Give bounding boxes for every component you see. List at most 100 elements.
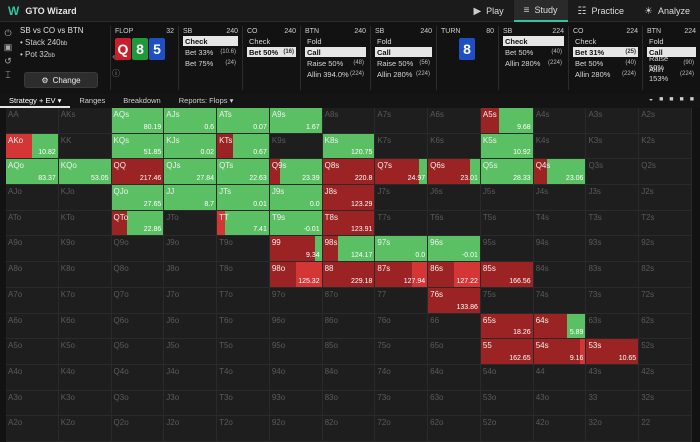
hand-cell[interactable]: A6s xyxy=(428,108,481,134)
hand-cell[interactable]: T7o xyxy=(217,287,270,314)
view-mode-icon[interactable]: ■ xyxy=(679,96,684,103)
nav-study[interactable]: ≡ Study xyxy=(513,0,568,22)
action-option[interactable]: Bet 50% (40) xyxy=(573,58,638,68)
hand-cell[interactable]: Q3s xyxy=(586,159,640,186)
hand-cell[interactable]: TT 7.41 xyxy=(217,210,270,237)
hand-cell[interactable]: 82s xyxy=(639,262,692,288)
hand-cell[interactable]: 52s xyxy=(639,339,692,365)
hand-cell[interactable]: 33 xyxy=(586,390,640,417)
hand-cell[interactable]: JTo xyxy=(164,210,218,237)
hand-cell[interactable]: Q5o xyxy=(111,339,165,365)
action-option[interactable]: Check xyxy=(183,36,238,46)
hand-cell[interactable]: J9o xyxy=(164,236,218,263)
hand-cell[interactable]: K4s xyxy=(533,133,587,160)
hand-cell[interactable]: 74s xyxy=(533,287,587,314)
hand-cell[interactable]: 54s 9.16 xyxy=(533,339,587,365)
hand-cell[interactable]: K2o xyxy=(58,416,112,442)
hand-cell[interactable]: 97s 0.0 xyxy=(375,236,429,263)
hand-cell[interactable]: Q9o xyxy=(111,236,165,263)
action-option[interactable]: Call xyxy=(305,47,366,57)
tab-3[interactable]: Reports: Flops ▾ xyxy=(178,96,234,105)
hand-cell[interactable]: JTs 0.01 xyxy=(217,185,270,211)
action-option[interactable]: Raise 50% (90) xyxy=(647,54,696,72)
tab-1[interactable]: Ranges xyxy=(79,96,106,105)
hand-cell[interactable]: 64o xyxy=(428,364,481,391)
action-option[interactable]: Fold xyxy=(647,36,696,46)
hand-cell[interactable]: 52o xyxy=(480,416,534,442)
hand-cell[interactable]: 53s 10.65 xyxy=(586,339,640,365)
hand-cell[interactable]: 92s xyxy=(639,236,692,263)
hand-cell[interactable]: J4s xyxy=(533,185,587,211)
history-icon[interactable]: ↺ xyxy=(4,56,12,66)
hand-cell[interactable]: 76s 133.86 xyxy=(428,287,481,314)
hand-cell[interactable]: A8s xyxy=(322,108,376,134)
tab-2[interactable]: Breakdown xyxy=(123,96,161,105)
view-mode-icon[interactable]: ◒ xyxy=(648,96,654,103)
hand-cell[interactable]: Q6s 23.01 xyxy=(428,159,481,186)
hand-cell[interactable]: Q2o xyxy=(111,416,165,442)
hand-cell[interactable]: Q4s 23.06 xyxy=(533,159,587,186)
hand-cell[interactable]: K5s 10.92 xyxy=(480,133,534,160)
hand-cell[interactable]: 72s xyxy=(639,287,692,314)
hand-cell[interactable]: A3s xyxy=(586,108,640,134)
hand-cell[interactable]: T9s -0.01 xyxy=(269,210,323,237)
hand-cell[interactable]: KJo xyxy=(58,185,112,211)
hand-cell[interactable]: 84o xyxy=(322,364,376,391)
hand-cell[interactable]: T5s xyxy=(480,210,534,237)
hand-cell[interactable]: 92o xyxy=(269,416,323,442)
hand-cell[interactable]: 86s 127.22 xyxy=(428,262,481,288)
hand-cell[interactable]: J7s xyxy=(375,185,429,211)
hand-cell[interactable]: 86o xyxy=(322,313,376,340)
hand-cell[interactable]: AQo 83.37 xyxy=(6,159,59,186)
view-mode-icon[interactable]: ■ xyxy=(669,96,674,103)
power-icon[interactable]: ⏻ xyxy=(4,28,12,38)
hand-cell[interactable]: 73s xyxy=(586,287,640,314)
hand-cell[interactable]: 85s 166.56 xyxy=(480,262,534,288)
hand-cell[interactable]: T8o xyxy=(217,262,270,288)
hand-cell[interactable]: 84s xyxy=(533,262,587,288)
tab-0[interactable]: Strategy + EV ▾ xyxy=(0,94,71,108)
hand-cell[interactable]: AKo 10.82 xyxy=(6,133,59,160)
hand-cell[interactable]: 99 9.34 xyxy=(269,236,323,263)
hand-cell[interactable]: Q8s 220.8 xyxy=(322,159,376,186)
hand-cell[interactable]: KTo xyxy=(58,210,112,237)
hand-cell[interactable]: 87o xyxy=(322,287,376,314)
nav-play[interactable]: ▶ Play xyxy=(463,0,513,22)
hand-cell[interactable]: Q7o xyxy=(111,287,165,314)
hand-cell[interactable]: J6s xyxy=(428,185,481,211)
hand-cell[interactable]: J8o xyxy=(164,262,218,288)
hand-cell[interactable]: 77 xyxy=(375,287,429,314)
action-option[interactable]: Check xyxy=(503,36,564,46)
hand-cell[interactable]: 83s xyxy=(586,262,640,288)
hand-cell[interactable]: K5o xyxy=(58,339,112,365)
hand-cell[interactable]: A3o xyxy=(6,390,59,417)
hand-cell[interactable]: KQs 51.85 xyxy=(111,133,165,160)
hand-cell[interactable]: AKs xyxy=(58,108,112,134)
hand-cell[interactable]: 96o xyxy=(269,313,323,340)
hand-cell[interactable]: T9o xyxy=(217,236,270,263)
hand-cell[interactable]: 94s xyxy=(533,236,587,263)
action-option[interactable]: Check xyxy=(247,36,296,46)
action-option[interactable]: Raise 50% (56) xyxy=(375,58,432,68)
hand-cell[interactable]: 72o xyxy=(375,416,429,442)
hand-cell[interactable]: Q4o xyxy=(111,364,165,391)
change-button[interactable]: ⚙ Change xyxy=(24,72,98,88)
hand-cell[interactable]: 42s xyxy=(639,364,692,391)
action-option[interactable]: Bet 75% (24) xyxy=(183,58,238,68)
hand-cell[interactable]: 63s xyxy=(586,313,640,340)
action-option[interactable]: Bet 50% (40) xyxy=(503,47,564,57)
hand-cell[interactable]: 93o xyxy=(269,390,323,417)
turn-panel[interactable]: TURN 80 8 xyxy=(436,26,498,90)
hand-cell[interactable]: T6o xyxy=(217,313,270,340)
hand-cell[interactable]: 42o xyxy=(533,416,587,442)
hand-cell[interactable]: J5o xyxy=(164,339,218,365)
hand-cell[interactable]: 82o xyxy=(322,416,376,442)
street-sb[interactable]: SB 240 Check Bet 33% (10.6) Bet 75% (24) xyxy=(178,26,242,90)
hand-cell[interactable]: J9s 0.0 xyxy=(269,185,323,211)
view-mode-icon[interactable]: ■ xyxy=(689,96,694,103)
hand-cell[interactable]: A7o xyxy=(6,287,59,314)
hand-cell[interactable]: 75o xyxy=(375,339,429,365)
hand-cell[interactable]: A7s xyxy=(375,108,429,134)
hand-cell[interactable]: QTo 22.86 xyxy=(111,210,165,237)
hand-cell[interactable]: A5o xyxy=(6,339,59,365)
